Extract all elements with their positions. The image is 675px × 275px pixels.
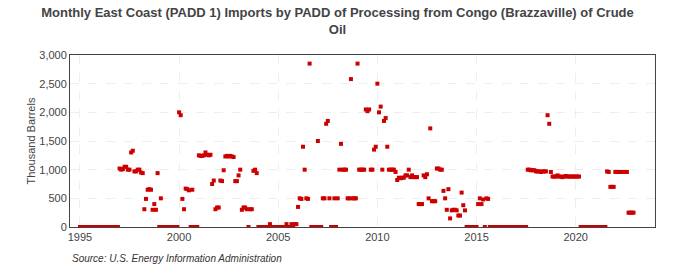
svg-text:2020: 2020 [563, 231, 587, 243]
svg-text:1,000: 1,000 [39, 164, 67, 176]
svg-text:Monthly East Coast (PADD 1) Im: Monthly East Coast (PADD 1) Imports by P… [41, 5, 634, 37]
svg-text:1,500: 1,500 [39, 135, 67, 147]
svg-text:2000: 2000 [167, 231, 191, 243]
svg-text:0: 0 [61, 221, 67, 233]
svg-text:2,500: 2,500 [39, 78, 67, 90]
svg-text:2005: 2005 [266, 231, 290, 243]
svg-text:2,000: 2,000 [39, 106, 67, 118]
svg-text:1995: 1995 [68, 231, 92, 243]
svg-text:Thousand Barrels: Thousand Barrels [25, 97, 37, 184]
svg-text:3,000: 3,000 [39, 49, 67, 61]
svg-text:2010: 2010 [365, 231, 389, 243]
svg-text:2015: 2015 [464, 231, 488, 243]
svg-text:500: 500 [48, 192, 66, 204]
svg-text:Source: U.S. Energy Informatio: Source: U.S. Energy Information Administ… [72, 253, 282, 264]
